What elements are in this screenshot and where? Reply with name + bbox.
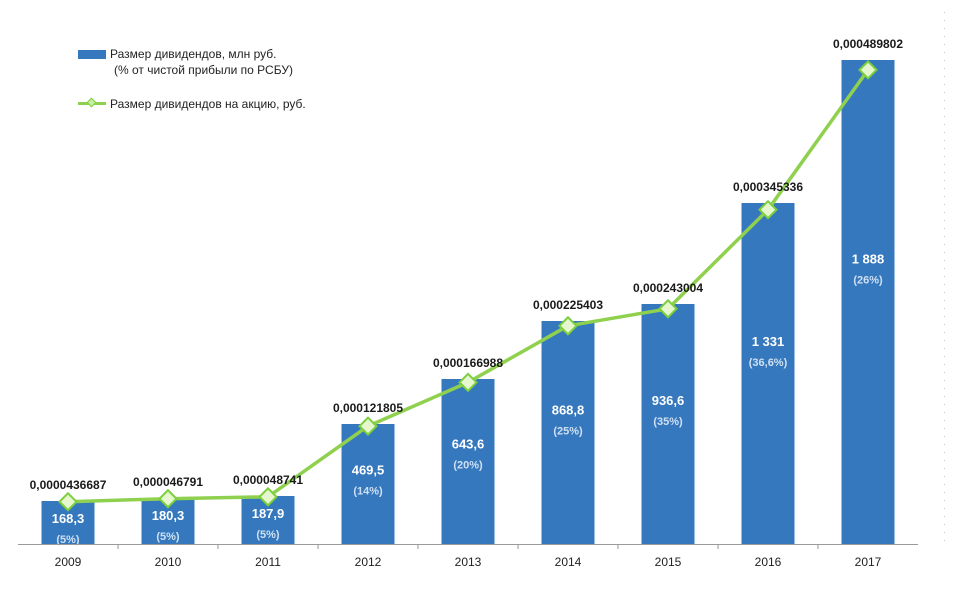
line-value-label-2016: 0,000345336 — [733, 180, 803, 194]
line-value-label-2013: 0,000166988 — [433, 356, 503, 370]
line-point-2014 — [558, 315, 578, 336]
line-point-2010 — [158, 488, 178, 509]
x-tick-label-2014: 2014 — [555, 555, 582, 569]
bar-percent-label-2015: (35%) — [653, 416, 683, 428]
bar-value-label-2011: 187,9 — [252, 506, 285, 521]
line-value-label-2014: 0,000225403 — [533, 298, 603, 312]
line-value-label-2011: 0,000048741 — [233, 473, 303, 487]
line-value-label-2017: 0,000489802 — [833, 37, 903, 51]
line-point-2016 — [758, 199, 778, 220]
bars-layer: 168,3 (5%) 180,3 (5%) 187,9 (5%) 469,5 (14%) 643… — [41, 60, 895, 546]
x-tick-label-2012: 2012 — [355, 555, 382, 569]
legend-line-label: Размер дивидендов на акцию, руб. — [110, 97, 306, 111]
line-point-2013 — [458, 372, 478, 393]
x-tick-label-2009: 2009 — [55, 555, 82, 569]
bar-value-label-2013: 643,6 — [452, 436, 485, 451]
legend-line-swatch — [78, 97, 106, 108]
bar-2013 — [441, 379, 495, 544]
bar-value-label-2015: 936,6 — [652, 393, 685, 408]
bar-percent-label-2010: (5%) — [156, 531, 180, 543]
line-value-label-2010: 0,000046791 — [133, 475, 203, 489]
x-tick-label-2010: 2010 — [155, 555, 182, 569]
line-point-2012 — [358, 416, 378, 437]
x-tick-label-2013: 2013 — [455, 555, 482, 569]
bar-2014 — [541, 321, 595, 544]
bar-2015 — [641, 304, 695, 544]
legend-bar-sublabel: (% от чистой прибыли по РСБУ) — [114, 63, 293, 77]
x-axis: 2009 2010 2011 2012 2013 2014 2015 2016 2017 — [18, 12, 945, 569]
bar-percent-label-2013: (20%) — [453, 459, 483, 471]
x-tick-label-2016: 2016 — [755, 555, 782, 569]
line-point-2009 — [58, 491, 78, 512]
line-value-label-2015: 0,000243004 — [633, 281, 703, 295]
bar-2016 — [741, 203, 795, 544]
bar-value-label-2012: 469,5 — [352, 462, 385, 477]
legend-bar-label: Размер дивидендов, млн руб. — [110, 47, 277, 61]
x-tick-label-2015: 2015 — [655, 555, 682, 569]
bar-value-label-2009: 168,3 — [52, 511, 85, 526]
bar-percent-label-2014: (25%) — [553, 426, 583, 438]
line-point-2011 — [258, 486, 278, 507]
bar-percent-label-2012: (14%) — [353, 485, 383, 497]
bar-percent-label-2011: (5%) — [256, 529, 280, 541]
legend-bar-swatch — [78, 50, 106, 59]
bar-2012 — [341, 424, 395, 544]
bar-2017 — [841, 60, 895, 544]
line-layer: 0,0000436687 0,000046791 0,000048741 0,0001… — [30, 37, 903, 512]
bar-value-label-2014: 868,8 — [552, 403, 585, 418]
line-value-label-2009: 0,0000436687 — [30, 478, 107, 492]
bar-percent-label-2017: (26%) — [853, 274, 883, 286]
bar-value-label-2016: 1 331 — [752, 334, 785, 349]
x-tick-label-2011: 2011 — [255, 555, 281, 569]
line-point-2017 — [858, 60, 878, 80]
bar-value-label-2017: 1 888 — [852, 251, 885, 266]
x-tick-label-2017: 2017 — [855, 555, 882, 569]
line-value-label-2012: 0,000121805 — [333, 401, 403, 415]
bar-percent-label-2016: (36,6%) — [749, 357, 788, 369]
line-point-2015 — [658, 298, 678, 319]
bar-percent-label-2009: (5%) — [56, 534, 80, 546]
bar-value-label-2010: 180,3 — [152, 508, 185, 523]
